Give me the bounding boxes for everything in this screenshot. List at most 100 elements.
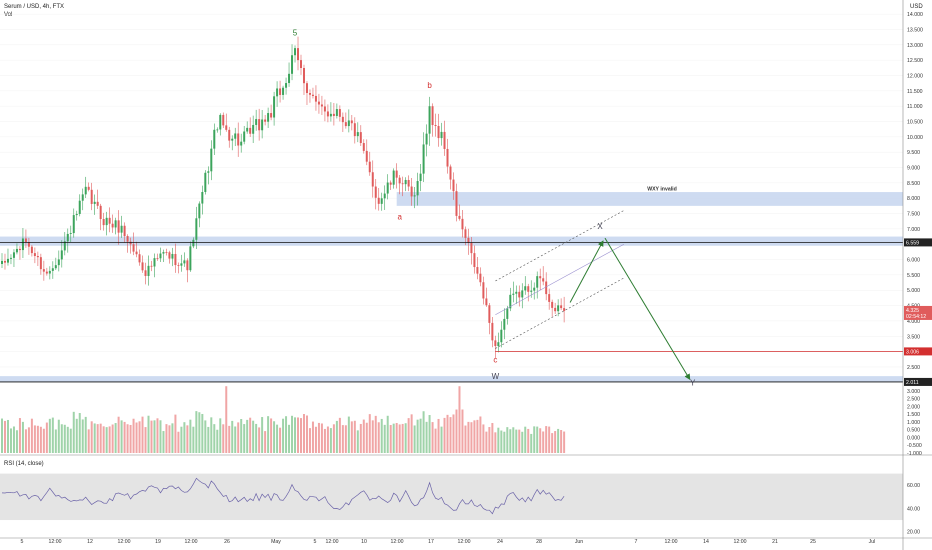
volume-bar [57, 419, 60, 453]
price-tick: 9.000 [907, 166, 920, 172]
candle-body [63, 241, 66, 251]
candle-body [27, 242, 30, 247]
candle-body [380, 198, 383, 204]
time-tick: 12:00 [665, 539, 678, 545]
volume-bar [380, 418, 383, 453]
zones: WXY invalid [0, 187, 903, 383]
volume-bar [458, 386, 461, 453]
volume-bar [533, 426, 536, 453]
candle-body [494, 340, 497, 347]
candle-body [252, 124, 255, 134]
volume-bar [407, 418, 410, 453]
volume-tick: 0.000 [907, 435, 920, 441]
candle-body [395, 170, 398, 178]
candle-body [135, 251, 138, 255]
volume-bar [90, 421, 93, 453]
candle-body [515, 291, 518, 294]
candle-body [234, 133, 237, 139]
volume-bar [335, 420, 338, 453]
candle-body [536, 276, 539, 288]
channel-mid [495, 243, 625, 316]
volume-bar [198, 412, 201, 453]
candle-body [533, 287, 536, 291]
volume-bar [539, 428, 542, 453]
candle-body [563, 308, 566, 311]
time-tick: 26 [224, 539, 230, 545]
volume-bar [449, 417, 452, 453]
time-tick: 12:00 [734, 539, 747, 545]
volume-bar [159, 420, 162, 453]
volume-bar [302, 414, 305, 453]
candle-body [81, 194, 84, 201]
volume-bar [542, 431, 545, 453]
candle-body [258, 119, 261, 131]
volume-tick: 1.000 [907, 420, 920, 426]
candle-body [389, 182, 392, 185]
candle-body [332, 113, 335, 116]
candle-body [359, 132, 362, 144]
volume-bar [150, 420, 153, 453]
candle-body [374, 186, 377, 198]
volume-bar [404, 423, 407, 453]
candle-body [344, 122, 347, 127]
volume-bar [99, 423, 102, 453]
volume-tick: 2.000 [907, 404, 920, 410]
volume-bar [183, 422, 186, 453]
candle-body [96, 201, 99, 206]
candle-body [123, 225, 126, 237]
candle-body [114, 220, 117, 228]
candle-body [509, 294, 512, 309]
volume-bar [141, 416, 144, 453]
candle-body [138, 254, 141, 263]
volume-bar [497, 427, 500, 453]
candle-body [302, 68, 305, 84]
volume-bar [228, 425, 231, 453]
candle-body [491, 322, 494, 341]
last-price-bg [904, 305, 932, 320]
volume-bar [66, 426, 69, 453]
candle-body [150, 265, 153, 267]
candle-body [527, 286, 530, 292]
candle-body [60, 250, 63, 260]
volume-bar [30, 418, 33, 453]
candle-body [129, 241, 132, 245]
projection-down [604, 237, 691, 381]
candle-body [168, 252, 171, 259]
time-tick: 21 [772, 539, 778, 545]
price-tick: 7.500 [907, 212, 920, 218]
time-tick: 19 [155, 539, 161, 545]
volume-bar [294, 417, 297, 453]
volume-bar [476, 419, 479, 453]
volume-bar [279, 427, 282, 453]
volume-bar [174, 414, 177, 453]
candle-body [273, 96, 276, 118]
volume-bar [177, 431, 180, 453]
candle-body [554, 307, 557, 312]
volume-bar [482, 424, 485, 453]
candle-body [557, 305, 560, 312]
volume-bar [329, 428, 332, 453]
candle-body [213, 129, 216, 149]
candle-body [326, 111, 329, 117]
candle-body [551, 301, 554, 308]
candle-body [30, 246, 33, 254]
candle-body [48, 270, 51, 274]
wave-label: c [493, 355, 497, 364]
candle-body [249, 127, 252, 134]
price-tick: 3.500 [907, 334, 920, 340]
price-tick: 6.000 [907, 258, 920, 264]
candle-body [452, 179, 455, 192]
candle-body [267, 113, 270, 122]
candle-body [512, 293, 515, 295]
volume-bar [308, 428, 311, 453]
candle-body [434, 125, 437, 127]
zone-rect [0, 376, 903, 383]
symbol-title: Serum / USD, 4h, FTX [4, 4, 65, 10]
volume-bar [273, 421, 276, 453]
candle-body [461, 218, 464, 230]
volume-bar [422, 411, 425, 453]
candle-body [240, 141, 243, 146]
volume-bar [353, 420, 356, 453]
zone-rect [0, 236, 903, 246]
